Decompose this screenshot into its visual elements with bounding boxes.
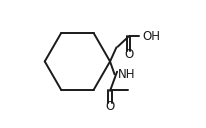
Text: O: O	[105, 100, 115, 113]
Text: NH: NH	[118, 68, 135, 81]
Text: OH: OH	[143, 30, 161, 43]
Text: O: O	[124, 48, 133, 61]
